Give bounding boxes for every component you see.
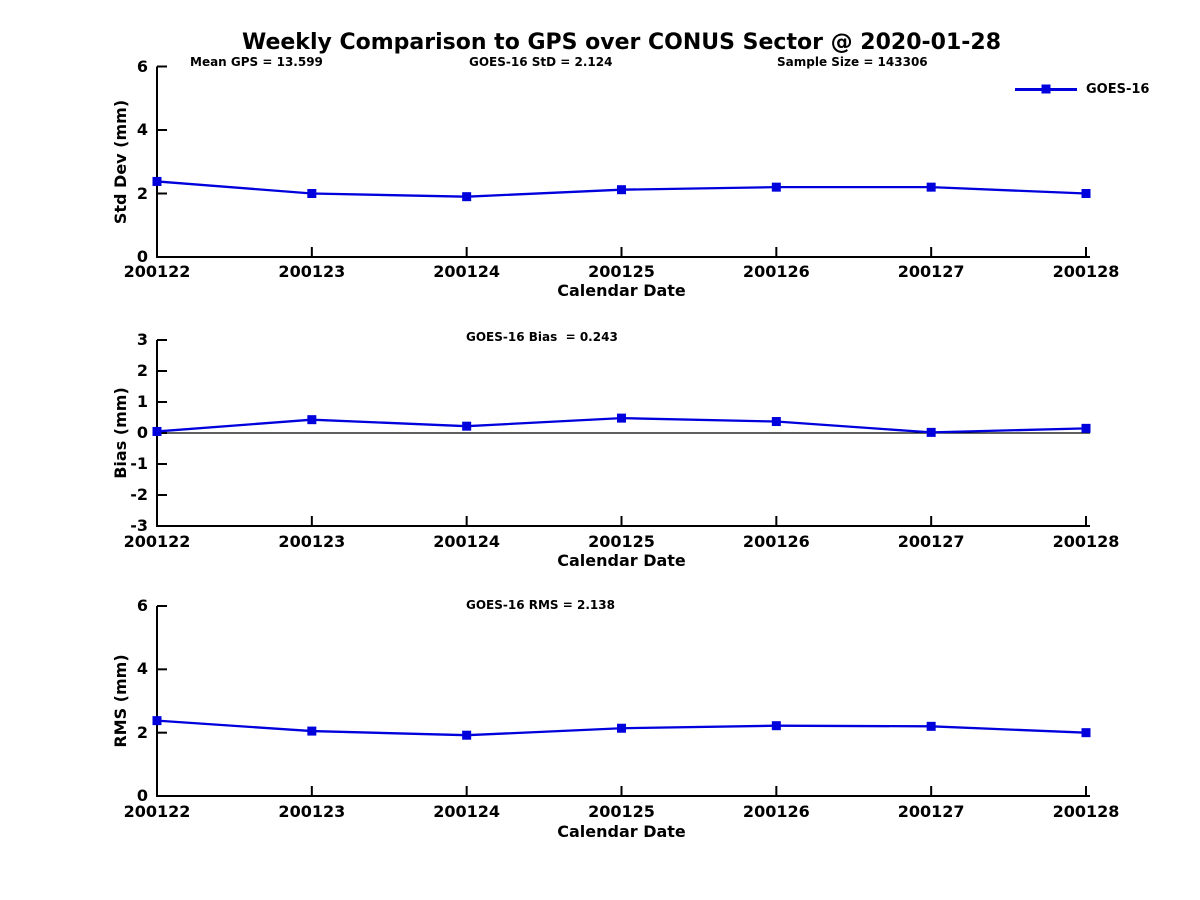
data-marker <box>771 417 781 427</box>
data-marker <box>307 189 317 198</box>
y-tick-label: -1 <box>130 454 148 473</box>
y-axis-label: RMS (mm) <box>111 654 130 748</box>
x-tick-label: 200123 <box>278 802 346 821</box>
y-tick-label: 2 <box>136 361 148 380</box>
y-tick-label: 4 <box>136 659 148 679</box>
y-tick-label: 3 <box>136 330 148 349</box>
x-tick-label: 200126 <box>742 262 810 281</box>
data-marker <box>152 426 162 436</box>
data-marker <box>307 415 317 425</box>
x-tick-label: 200125 <box>588 532 655 551</box>
data-marker <box>926 182 936 192</box>
data-marker <box>1081 728 1091 738</box>
y-tick-label: 0 <box>136 423 148 442</box>
data-marker <box>462 730 472 740</box>
data-marker <box>462 421 472 431</box>
x-tick-label: 200122 <box>123 802 191 821</box>
legend-square-marker-icon <box>1041 84 1051 94</box>
data-marker <box>771 721 781 731</box>
data-marker <box>1081 423 1091 433</box>
y-tick-label: -3 <box>130 516 148 535</box>
x-tick-label: 200123 <box>278 262 346 281</box>
y-tick-label: 6 <box>136 596 148 615</box>
figure-title: Weekly Comparison to GPS over CONUS Sect… <box>241 30 1001 55</box>
x-tick-label: 200126 <box>742 532 810 551</box>
y-tick-label: 2 <box>136 722 148 742</box>
x-tick-label: 200127 <box>897 532 965 551</box>
y-tick-label: 1 <box>136 392 148 411</box>
data-marker <box>1081 189 1091 198</box>
x-axis-label: Calendar Date <box>557 551 686 570</box>
y-tick-label: 6 <box>136 56 148 76</box>
annotation-sample-size: Sample Size = 143306 <box>777 55 928 69</box>
data-marker <box>152 716 162 726</box>
x-tick-label: 200124 <box>433 262 501 281</box>
x-axis-label: Calendar Date <box>557 281 686 300</box>
y-axis-label: Std Dev (mm) <box>111 99 130 224</box>
data-marker <box>926 427 936 437</box>
x-tick-label: 200128 <box>1052 262 1120 281</box>
x-tick-label: 200125 <box>588 262 655 281</box>
data-marker <box>307 726 317 736</box>
x-axis-label: Calendar Date <box>557 822 686 841</box>
x-tick-label: 200124 <box>433 802 501 821</box>
legend: GOES-16 <box>1015 80 1149 98</box>
y-tick-label: 4 <box>136 120 148 139</box>
x-tick-label: 200128 <box>1052 802 1120 821</box>
annotation-goes16-bias: GOES-16 Bias = 0.243 <box>466 330 618 344</box>
y-tick-label: 0 <box>136 247 148 266</box>
annotation-mean-gps: Mean GPS = 13.599 <box>190 55 323 69</box>
x-tick-label: 200127 <box>897 262 965 281</box>
x-tick-label: 200126 <box>742 802 810 821</box>
legend-label: GOES-16 <box>1086 81 1150 97</box>
annotation-goes16-rms: GOES-16 RMS = 2.138 <box>466 598 615 612</box>
data-marker <box>617 723 626 733</box>
data-marker <box>617 413 626 423</box>
data-marker <box>152 176 162 186</box>
y-tick-label: 2 <box>136 183 148 203</box>
y-axis-label: Bias (mm) <box>111 387 130 479</box>
x-tick-label: 200122 <box>123 262 191 281</box>
x-tick-label: 200122 <box>123 532 191 551</box>
x-tick-label: 200124 <box>433 532 501 551</box>
y-tick-label: -2 <box>130 485 148 504</box>
x-tick-label: 200127 <box>897 802 965 821</box>
x-tick-label: 200123 <box>278 532 346 551</box>
annotation-goes16-std: GOES-16 StD = 2.124 <box>469 55 613 69</box>
x-tick-label: 200128 <box>1052 532 1120 551</box>
legend-line-sample <box>1015 84 1077 94</box>
data-marker <box>771 182 781 192</box>
data-marker <box>617 185 626 195</box>
data-marker <box>462 192 472 202</box>
x-tick-label: 200125 <box>588 802 655 821</box>
y-tick-label: 0 <box>136 786 148 805</box>
data-marker <box>926 721 936 731</box>
